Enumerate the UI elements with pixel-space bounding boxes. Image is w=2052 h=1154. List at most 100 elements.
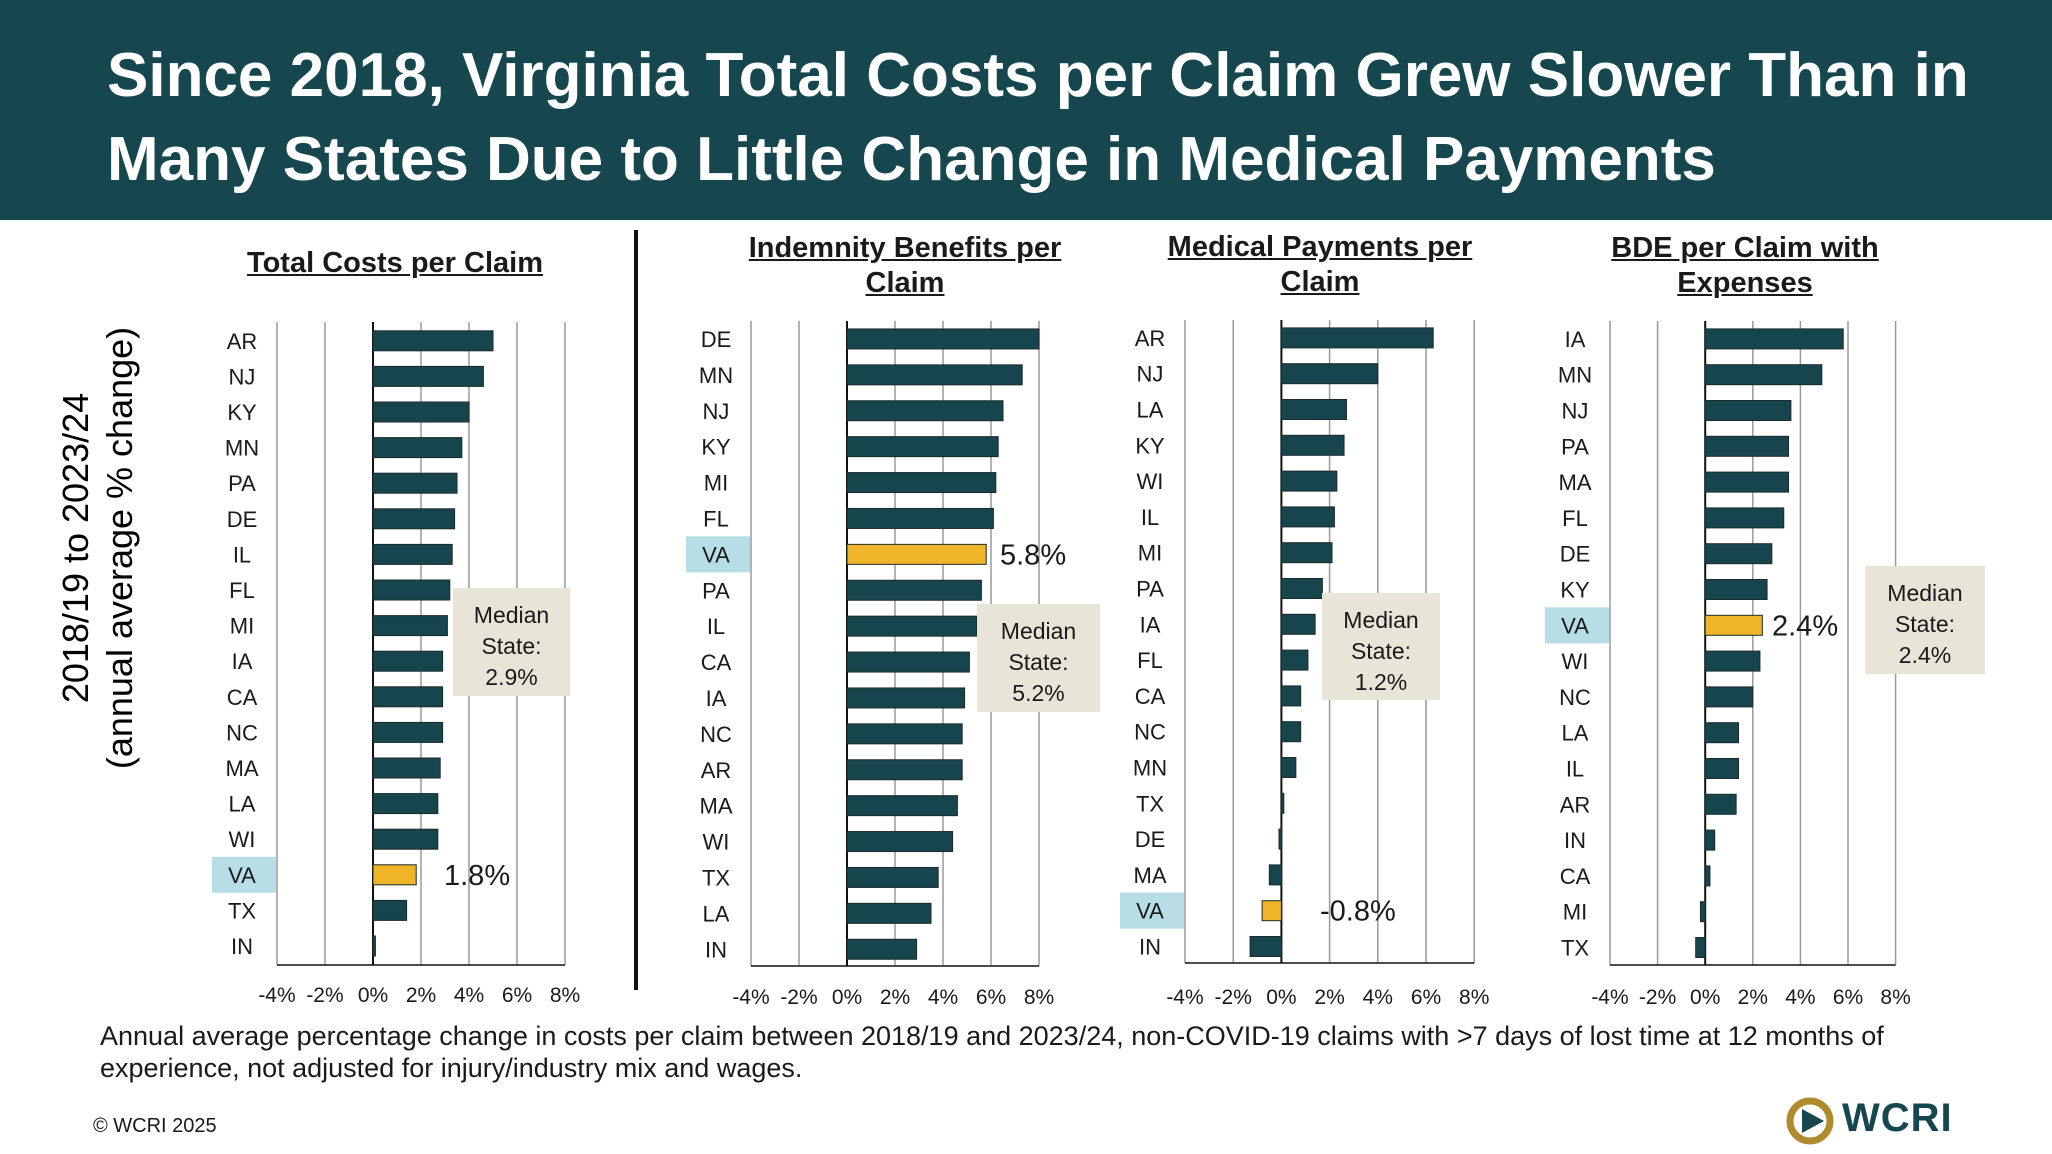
category-label: MN <box>225 436 259 461</box>
bar <box>1699 901 1706 923</box>
category-label: MI <box>230 614 254 639</box>
x-tick-label: 8% <box>550 984 580 1007</box>
logo-mark-icon <box>1786 1097 1834 1145</box>
bar <box>1249 936 1282 957</box>
highlight-value-label: -0.8% <box>1320 896 1396 928</box>
bar-highlight <box>846 543 987 565</box>
bar <box>1704 543 1773 565</box>
category-label: LA <box>1137 398 1164 423</box>
x-tick-label: 8% <box>1459 986 1489 1009</box>
bar <box>846 831 954 853</box>
panel-title-medical: Medical Payments per Claim <box>1167 231 1473 298</box>
bar <box>372 793 439 815</box>
bar <box>846 723 963 745</box>
x-tick-label: 2% <box>880 986 910 1009</box>
category-label: MN <box>699 363 733 388</box>
bar <box>1268 864 1282 886</box>
bar <box>372 365 484 387</box>
footnote: Annual average percentage change in cost… <box>100 1021 1884 1083</box>
bar-highlight <box>372 864 417 886</box>
bar <box>846 651 970 673</box>
category-label: MN <box>1133 756 1167 781</box>
bar <box>1280 685 1302 707</box>
category-label: CA <box>701 650 732 675</box>
category-label: AR <box>701 758 732 783</box>
category-label: IA <box>1140 612 1161 637</box>
category-label: MN <box>1558 363 1592 388</box>
category-label: VA <box>702 542 730 567</box>
x-tick-label: -2% <box>1639 986 1676 1009</box>
category-label: LA <box>229 792 256 817</box>
median-label-line: Median <box>1343 607 1419 633</box>
category-label: PA <box>1136 577 1164 602</box>
median-label-line: State: <box>1350 638 1412 664</box>
x-tick-label: 8% <box>1024 986 1054 1009</box>
category-label: CA <box>1560 864 1591 889</box>
x-tick-label: 2% <box>406 984 436 1007</box>
bar-highlight <box>1704 614 1763 636</box>
category-label: AR <box>227 329 258 354</box>
bar <box>372 579 451 601</box>
bar <box>846 759 963 781</box>
highlight-label-bg <box>1545 607 1609 644</box>
category-label: NC <box>1559 685 1591 710</box>
category-label: NC <box>1134 720 1166 745</box>
category-label: DE <box>701 327 732 352</box>
category-label: IN <box>231 934 253 959</box>
category-label: FL <box>229 578 255 603</box>
median-label-line: Median <box>473 602 550 628</box>
bar <box>846 436 999 458</box>
bar <box>1280 792 1285 814</box>
bar <box>1704 650 1761 672</box>
x-tick-label: 6% <box>1833 986 1863 1009</box>
highlight-label-bg <box>686 536 750 573</box>
bar <box>372 650 444 672</box>
x-tick-label: 2% <box>1314 986 1344 1009</box>
category-label: NC <box>700 722 732 747</box>
bar <box>1704 865 1711 887</box>
bar <box>372 472 458 494</box>
category-label: MI <box>704 471 728 496</box>
category-label: TX <box>1561 936 1589 961</box>
category-label: IA <box>232 649 253 674</box>
category-label: NC <box>226 720 258 745</box>
x-tick-label: -4% <box>1591 986 1628 1009</box>
bar <box>1280 434 1345 456</box>
category-label: WI <box>1562 649 1589 674</box>
category-label: TX <box>702 865 730 890</box>
highlight-label-bg <box>212 856 276 893</box>
bar <box>372 437 463 459</box>
category-label: MA <box>226 756 259 781</box>
category-label: KY <box>1135 433 1165 458</box>
category-label: VA <box>1561 613 1589 638</box>
category-label: FL <box>703 506 729 531</box>
category-label: TX <box>228 898 256 923</box>
bar <box>846 687 966 709</box>
category-label: LA <box>703 901 730 926</box>
x-tick-label: 0% <box>1690 986 1720 1009</box>
bar <box>372 935 376 957</box>
bar <box>1704 686 1754 708</box>
logo-text: WCRI <box>1842 1096 1953 1140</box>
copyright: © WCRI 2025 <box>93 1115 217 1137</box>
category-label: MA <box>1134 863 1167 888</box>
category-label: IL <box>233 542 251 567</box>
category-label: NJ <box>1137 362 1164 387</box>
median-label-line: State: <box>1008 649 1069 675</box>
category-label: MI <box>1563 900 1587 925</box>
bar <box>372 508 456 530</box>
median-state-box: Median State: 1.2% <box>1322 593 1440 700</box>
bar <box>1704 507 1785 529</box>
x-tick-label: 0% <box>1266 986 1296 1009</box>
category-label: AR <box>1560 792 1591 817</box>
bar <box>1280 757 1297 778</box>
x-tick-label: -4% <box>732 986 769 1009</box>
category-label: FL <box>1137 648 1163 673</box>
bar <box>1280 542 1333 564</box>
category-label: WI <box>1137 469 1164 494</box>
bar <box>846 938 918 960</box>
x-tick-label: 0% <box>832 986 862 1009</box>
highlight-value-label: 2.4% <box>1772 610 1838 642</box>
category-label: AR <box>1135 326 1166 351</box>
highlight-value-label: 1.8% <box>444 860 510 892</box>
